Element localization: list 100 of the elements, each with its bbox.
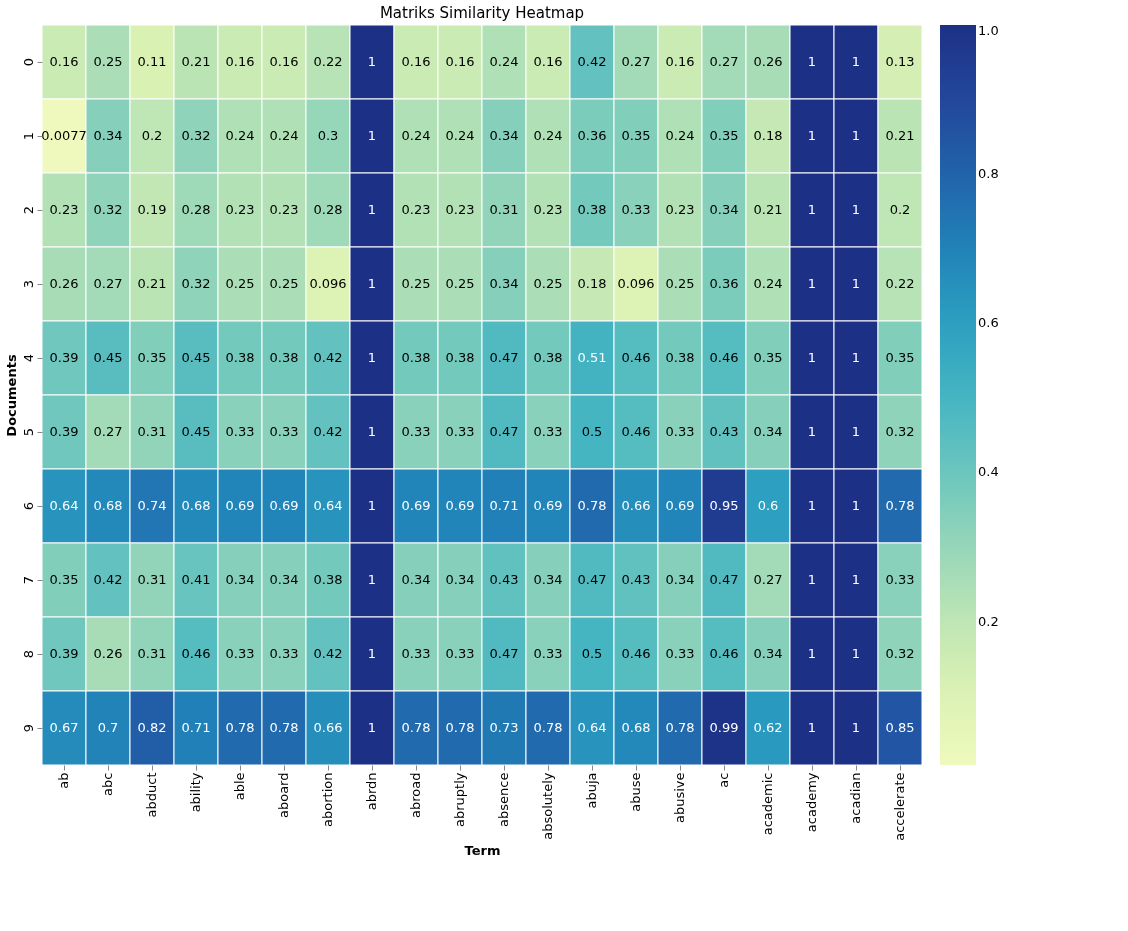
data-label: 1 — [367, 424, 377, 439]
color-bar-label: 0.6 — [978, 315, 999, 331]
data-label: 0.78 — [665, 720, 695, 735]
data-label: 0.31 — [489, 202, 519, 217]
y-tick-label: 1 — [20, 131, 36, 141]
data-label: 0.23 — [269, 202, 299, 217]
x-tick-label: absolutely — [540, 772, 555, 840]
data-label: 1 — [367, 276, 377, 291]
data-label: 0.68 — [621, 720, 651, 735]
data-label: 0.27 — [709, 54, 739, 69]
data-label: 1 — [851, 572, 861, 587]
data-label: 0.46 — [181, 646, 211, 661]
data-label: 1 — [807, 202, 817, 217]
data-label: 0.45 — [93, 350, 123, 365]
data-label: 0.27 — [621, 54, 651, 69]
data-label: 0.34 — [225, 572, 255, 587]
data-label: 0.13 — [885, 54, 915, 69]
data-label: 0.38 — [665, 350, 695, 365]
data-label: 0.43 — [709, 424, 739, 439]
data-label: 0.33 — [533, 646, 563, 661]
data-label: 0.5 — [581, 646, 603, 661]
data-label: 0.39 — [49, 350, 79, 365]
data-label: 0.34 — [489, 128, 519, 143]
data-label: 0.47 — [709, 572, 739, 587]
data-label: 0.096 — [309, 276, 347, 291]
data-label: 1 — [807, 572, 817, 587]
data-label: 0.46 — [709, 646, 739, 661]
data-label: 0.38 — [269, 350, 299, 365]
data-label: 0.33 — [225, 646, 255, 661]
data-label: 0.24 — [665, 128, 695, 143]
data-label: 0.33 — [269, 424, 299, 439]
data-label: 1 — [851, 350, 861, 365]
data-label: 0.38 — [577, 202, 607, 217]
data-label: 0.24 — [269, 128, 299, 143]
data-label: 0.43 — [621, 572, 651, 587]
data-label: 0.31 — [137, 646, 167, 661]
data-label: 0.39 — [49, 424, 79, 439]
data-label: 0.62 — [753, 720, 783, 735]
x-tick-label: abrdn — [364, 772, 379, 811]
x-tick-label: abduct — [144, 772, 159, 818]
data-label: 0.21 — [181, 54, 211, 69]
data-label: 0.33 — [665, 424, 695, 439]
x-tick-label: abuja — [584, 772, 599, 809]
data-label: 0.46 — [621, 350, 651, 365]
x-tick-label: academic — [760, 772, 775, 836]
data-label: 0.34 — [753, 424, 783, 439]
y-axis-title: Documents — [3, 354, 19, 437]
data-label: 0.3 — [317, 128, 339, 143]
color-bar-label: 1.0 — [978, 23, 999, 38]
data-label: 0.38 — [533, 350, 563, 365]
data-label: 0.34 — [665, 572, 695, 587]
x-tick-label: abortion — [320, 772, 335, 827]
data-label: 0.18 — [753, 128, 783, 143]
data-label: 0.25 — [665, 276, 695, 291]
data-label: 0.34 — [445, 572, 475, 587]
data-label: 0.2 — [141, 128, 163, 143]
data-label: 1 — [807, 350, 817, 365]
data-label: 0.16 — [665, 54, 695, 69]
data-label: 0.23 — [49, 202, 79, 217]
data-label: 0.47 — [489, 646, 519, 661]
data-label: 0.69 — [269, 498, 299, 513]
x-tick-label: abuse — [628, 772, 643, 812]
data-label: 0.42 — [313, 424, 343, 439]
data-label: 0.39 — [49, 646, 79, 661]
data-label: 0.85 — [885, 720, 915, 735]
data-label: 1 — [851, 202, 861, 217]
data-label: 0.24 — [401, 128, 431, 143]
x-tick-label: ab — [56, 772, 71, 789]
data-label: 1 — [367, 646, 377, 661]
data-label: 0.35 — [49, 572, 79, 587]
x-tick-label: abc — [100, 772, 115, 796]
data-label: 0.34 — [533, 572, 563, 587]
y-tick-label: 6 — [20, 501, 36, 511]
data-label: 0.64 — [49, 498, 79, 513]
data-label: 0.78 — [577, 498, 607, 513]
data-label: 1 — [367, 498, 377, 513]
data-label: 0.24 — [533, 128, 563, 143]
y-tick-label: 3 — [20, 279, 36, 289]
data-label: 0.16 — [49, 54, 79, 69]
data-label: 0.31 — [137, 572, 167, 587]
data-label: 0.16 — [269, 54, 299, 69]
data-label: 1 — [367, 54, 377, 69]
data-label: 1 — [367, 572, 377, 587]
data-label: 1 — [851, 276, 861, 291]
data-label: 0.28 — [181, 202, 211, 217]
data-label: 0.21 — [137, 276, 167, 291]
data-label: 1 — [807, 720, 817, 735]
data-label: 0.38 — [401, 350, 431, 365]
data-label: 0.33 — [445, 424, 475, 439]
x-tick-label: aboard — [276, 772, 291, 819]
y-tick-label: 7 — [20, 575, 36, 585]
data-label: 0.24 — [225, 128, 255, 143]
x-tick-label: abusive — [672, 772, 687, 824]
data-label: 0.99 — [709, 720, 739, 735]
data-label: 0.23 — [401, 202, 431, 217]
x-tick-label: absence — [496, 772, 511, 827]
data-label: 0.78 — [533, 720, 563, 735]
color-bar-label: 0.2 — [978, 613, 999, 629]
data-label: 0.33 — [885, 572, 915, 587]
data-label: 0.33 — [533, 424, 563, 439]
